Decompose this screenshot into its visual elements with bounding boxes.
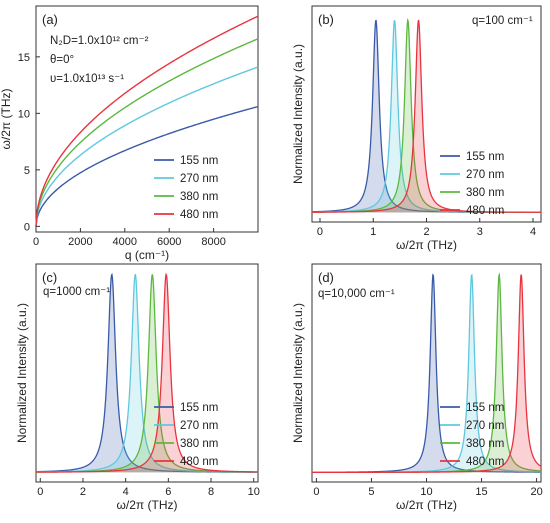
- legend-label: 480 nm: [180, 209, 218, 221]
- legend: 155 nm 270 nm 380 nm 480 nm: [154, 155, 218, 221]
- x-tick-label: 2: [423, 226, 429, 238]
- peak-line-480-nm: [36, 272, 258, 473]
- x-tick-label: 4000: [113, 236, 137, 248]
- y-tick-label: 10: [18, 108, 30, 120]
- x-tick-label: 2: [80, 486, 86, 498]
- y-tick-label: 15: [18, 52, 30, 64]
- x-tick-label: 0: [317, 226, 323, 238]
- legend-label: 270 nm: [466, 169, 504, 181]
- x-ticks: 0 1 2 3 4: [317, 218, 536, 238]
- annotation: q=10,000 cm⁻¹: [318, 288, 395, 300]
- legend-label: 480 nm: [180, 456, 218, 468]
- series-group: [312, 272, 542, 473]
- x-tick-label: 1: [370, 226, 376, 238]
- x-tick-label: 20: [530, 486, 542, 498]
- y-axis-label: Normalized Intensity (a.u.): [291, 303, 305, 443]
- x-tick-label: 6000: [157, 236, 181, 248]
- x-tick-label: 4: [530, 226, 536, 238]
- legend-label: 155 nm: [180, 402, 218, 414]
- peak-fill-380-nm: [36, 274, 258, 473]
- panel-label: (d): [318, 270, 334, 285]
- y-axis-label: Normalized Intensity (a.u.): [15, 303, 29, 443]
- panel-label: (b): [318, 12, 334, 27]
- x-tick-label: 4: [123, 486, 129, 498]
- series-group: [35, 15, 259, 227]
- legend-label: 480 nm: [466, 205, 504, 217]
- chart-panel-a: 0 2000 4000 6000 8000 0 5 10 15 q (cm⁻¹) ω/2π (THz…: [0, 5, 259, 262]
- chart-panel-d: 0 5 10 15 20 ω/2π (THz) Normalized Intensity (…: [291, 263, 543, 512]
- peak-line-480-nm: [311, 19, 541, 213]
- y-tick-label: 5: [24, 165, 30, 177]
- x-tick-label: 6: [165, 486, 171, 498]
- plot-frame: [35, 263, 259, 483]
- y-tick-label: 0: [24, 221, 30, 233]
- legend-label: 380 nm: [180, 191, 218, 203]
- x-tick-label: 3: [477, 226, 483, 238]
- x-tick-label: 2000: [68, 236, 92, 248]
- panel-label: (c): [42, 270, 57, 285]
- x-ticks: 0 2 4 6 8 10: [37, 478, 260, 498]
- chart-panel-c: 0 2 4 6 8 10 ω/2π (THz) Normalized Intensity (a…: [15, 263, 260, 512]
- y-axis-label: Normalized Intensity (a.u.): [291, 44, 305, 184]
- legend-label: 270 nm: [466, 420, 504, 432]
- x-ticks: 0 2000 4000 6000 8000: [33, 228, 226, 248]
- legend: 155 nm 270 nm 380 nm 480 nm: [440, 151, 504, 217]
- legend-label: 155 nm: [466, 402, 504, 414]
- chart-panel-b: 0 1 2 3 4 ω/2π (THz) Normalized Intensity (a.u…: [291, 5, 542, 252]
- series-group: [311, 17, 541, 214]
- series-line-270-nm: [35, 66, 259, 227]
- x-tick-label: 15: [475, 486, 487, 498]
- series-line-155-nm: [35, 105, 259, 227]
- x-tick-label: 0: [313, 486, 319, 498]
- x-tick-label: 10: [420, 486, 432, 498]
- x-axis-label: ω/2π (THz): [117, 498, 178, 512]
- series-line-380-nm: [35, 38, 259, 227]
- x-tick-label: 0: [37, 486, 43, 498]
- x-axis-label: ω/2π (THz): [396, 498, 457, 512]
- legend: 155 nm 270 nm 380 nm 480 nm: [154, 402, 218, 468]
- legend-label: 380 nm: [466, 187, 504, 199]
- x-tick-label: 8000: [201, 236, 225, 248]
- legend-label: 155 nm: [466, 151, 504, 163]
- annotation: q=1000 cm⁻¹: [43, 286, 110, 298]
- legend-label: 380 nm: [466, 438, 504, 450]
- x-tick-label: 0: [33, 236, 39, 248]
- x-tick-label: 8: [208, 486, 214, 498]
- x-ticks: 0 5 10 15 20: [313, 478, 543, 498]
- legend: 155 nm 270 nm 380 nm 480 nm: [440, 402, 504, 468]
- legend-label: 270 nm: [180, 420, 218, 432]
- legend-label: 270 nm: [180, 173, 218, 185]
- legend-label: 480 nm: [466, 456, 504, 468]
- legend-label: 155 nm: [180, 155, 218, 167]
- series-group: [35, 272, 259, 473]
- peak-fill-480-nm: [312, 20, 541, 213]
- x-axis-label: q (cm⁻¹): [125, 248, 169, 262]
- annotation: N₂D=1.0x10¹² cm⁻²: [50, 35, 149, 47]
- peak-fill-480-nm: [312, 274, 541, 473]
- peak-line-480-nm: [312, 274, 542, 473]
- legend-label: 380 nm: [180, 438, 218, 450]
- y-ticks: 0 5 10 15: [18, 52, 40, 233]
- y-axis-label: ω/2π (THz): [0, 89, 13, 150]
- annotation: q=100 cm⁻¹: [472, 15, 533, 27]
- x-tick-label: 10: [248, 486, 260, 498]
- panel-label: (a): [42, 12, 58, 27]
- plot-frame: [35, 5, 259, 233]
- x-axis-label: ω/2π (THz): [396, 238, 457, 252]
- series-line-480-nm: [35, 15, 259, 227]
- annotation: θ=0°: [50, 54, 74, 66]
- x-tick-label: 5: [368, 486, 374, 498]
- annotation: υ=1.0x10¹³ s⁻¹: [50, 73, 124, 85]
